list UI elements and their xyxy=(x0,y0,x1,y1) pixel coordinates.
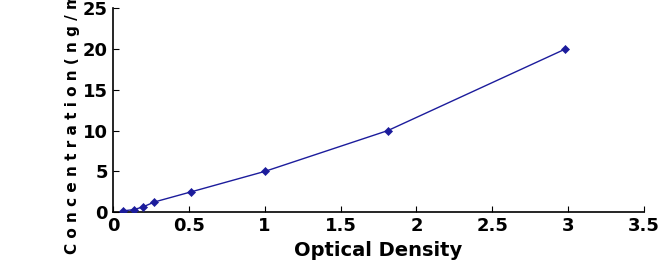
Y-axis label: C o n c e n t r a t i o n ( n g / m L ): C o n c e n t r a t i o n ( n g / m L ) xyxy=(65,0,80,254)
X-axis label: Optical Density: Optical Density xyxy=(294,240,463,259)
